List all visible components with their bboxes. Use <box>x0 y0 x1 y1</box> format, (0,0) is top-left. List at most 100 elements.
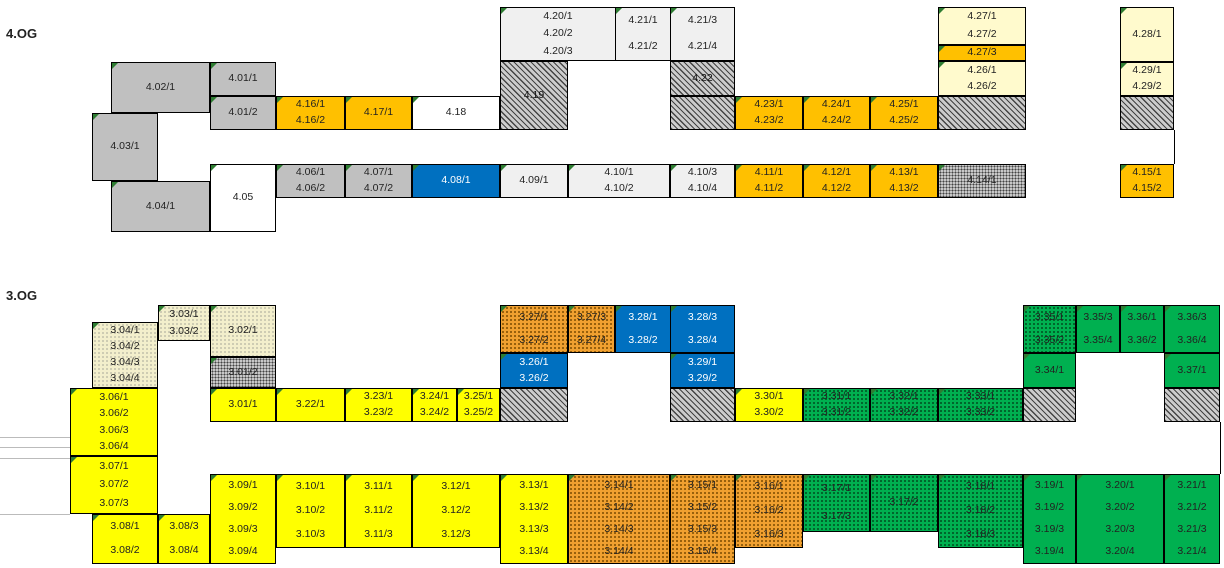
room-label: 3.19/4 <box>1034 545 1065 558</box>
room-label: 3.31/2 <box>821 406 852 419</box>
room-4-04: 4.04/1 <box>111 181 210 232</box>
room-label: 3.26/2 <box>519 372 549 385</box>
room-4-24: 4.24/1 4.24/2 <box>803 96 870 130</box>
room-4-16: 4.16/1 4.16/2 <box>276 96 345 130</box>
room-4-27-12: 4.27/1 4.27/2 <box>938 7 1026 45</box>
corner-marker-icon <box>211 389 217 395</box>
corner-marker-icon <box>501 354 507 360</box>
room-label: 3.14/3 <box>604 523 634 536</box>
room-label: 4.27/2 <box>967 28 997 41</box>
room-label: 3.25/2 <box>463 406 494 419</box>
hallway-line <box>0 514 70 515</box>
room-label: 4.17/1 <box>363 106 394 119</box>
room-label: 4.08/1 <box>441 174 471 187</box>
room-label: 3.13/2 <box>519 501 549 514</box>
room-label: 3.16/1 <box>754 480 784 493</box>
room-label: 3.18/3 <box>965 528 996 541</box>
corner-marker-icon <box>1024 354 1030 360</box>
room-3-25: 3.25/1 3.25/2 <box>457 388 500 422</box>
corner-marker-icon <box>569 165 575 171</box>
corner-marker-icon <box>1165 475 1171 481</box>
room-4-22: 4.22 <box>670 61 735 96</box>
stairwell-block <box>670 388 735 422</box>
hallway-line <box>0 437 70 438</box>
hallway-line <box>0 447 70 448</box>
room-label: 4.21/3 <box>687 14 718 27</box>
room-label: 4.29/1 <box>1132 64 1162 77</box>
room-label: 4.12/1 <box>821 166 852 179</box>
corner-marker-icon <box>1165 354 1171 360</box>
room-4-01-2: 4.01/2 <box>210 96 276 130</box>
room-label: 4.29/2 <box>1132 80 1162 93</box>
room-3-11: 3.11/1 3.11/2 3.11/3 <box>345 474 412 548</box>
room-label: 3.12/3 <box>441 528 471 541</box>
room-label: 3.25/1 <box>463 390 494 403</box>
room-3-35b: 3.35/3 3.35/4 <box>1076 305 1120 353</box>
corner-marker-icon <box>616 8 622 14</box>
room-3-31: 3.31/1 3.31/2 <box>803 388 870 422</box>
room-3-08a: 3.08/1 3.08/2 <box>92 514 158 564</box>
room-label: 3.35/3 <box>1083 310 1113 323</box>
room-4-11: 4.11/1 4.11/2 <box>735 164 803 198</box>
room-3-17a: 3.17/1 3.17/3 <box>803 474 870 532</box>
corner-marker-icon <box>211 475 217 481</box>
room-label: 3.06/2 <box>99 407 129 420</box>
room-3-33: 3.33/1 3.33/2 <box>938 388 1023 422</box>
room-label: 3.21/3 <box>1177 523 1207 536</box>
room-label: 3.09/2 <box>228 501 258 514</box>
room-label: 3.23/1 <box>363 390 394 403</box>
room-4-13: 4.13/1 4.13/2 <box>870 164 938 198</box>
room-3-08b: 3.08/3 3.08/4 <box>158 514 210 564</box>
room-label: 4.27/1 <box>967 10 997 23</box>
room-3-01-2: 3.01/2 <box>210 357 276 388</box>
room-label: 3.02/1 <box>228 324 258 337</box>
stairwell-block <box>670 96 735 130</box>
room-3-34: 3.34/1 <box>1023 353 1076 388</box>
corner-marker-icon <box>458 389 464 395</box>
corner-marker-icon <box>112 182 118 188</box>
room-label: 3.20/1 <box>1105 479 1135 492</box>
room-label: 4.23/1 <box>754 98 784 111</box>
room-label: 3.34/1 <box>1034 363 1065 376</box>
room-label: 3.28/4 <box>687 333 718 346</box>
corner-marker-icon <box>1077 306 1083 312</box>
corner-marker-icon <box>413 97 419 103</box>
room-label: 4.18 <box>445 106 467 119</box>
corridor-4og <box>158 130 1175 164</box>
room-label: 3.15/1 <box>687 479 718 492</box>
room-3-16: 3.16/1 3.16/2 3.16/3 <box>735 474 803 548</box>
room-label: 3.28/1 <box>628 310 658 323</box>
corner-marker-icon <box>671 8 677 14</box>
room-3-12: 3.12/1 3.12/2 3.12/3 <box>412 474 500 548</box>
corner-marker-icon <box>736 475 742 481</box>
room-label: 3.17/3 <box>821 510 852 523</box>
stairwell-block <box>1164 388 1220 422</box>
room-label: 3.26/1 <box>519 355 549 368</box>
room-3-28b: 3.28/3 3.28/4 <box>670 305 735 353</box>
room-3-02: 3.02/1 <box>210 305 276 357</box>
room-label: 3.11/3 <box>364 528 393 541</box>
corner-marker-icon <box>1121 165 1127 171</box>
room-label: 3.04/4 <box>110 372 140 385</box>
room-label: 3.09/1 <box>228 479 258 492</box>
corner-marker-icon <box>501 8 507 14</box>
room-label: 4.04/1 <box>145 199 176 212</box>
room-label: 3.30/2 <box>754 406 784 419</box>
corner-marker-icon <box>413 475 419 481</box>
room-label: 3.24/1 <box>419 390 450 403</box>
room-4-27-3: 4.27/3 <box>938 45 1026 61</box>
room-label: 4.24/1 <box>821 98 852 111</box>
room-label: 3.35/2 <box>1034 333 1065 346</box>
room-label: 4.15/2 <box>1132 182 1162 195</box>
corner-marker-icon <box>1077 475 1083 481</box>
room-label: 3.27/2 <box>519 333 549 346</box>
room-3-03: 3.03/1 3.03/2 <box>158 305 210 341</box>
corner-marker-icon <box>211 165 217 171</box>
room-4-21b: 4.21/3 4.21/4 <box>670 7 735 61</box>
corner-marker-icon <box>1024 306 1030 312</box>
corner-marker-icon <box>211 97 217 103</box>
corner-marker-icon <box>871 97 877 103</box>
room-label: 4.12/2 <box>821 182 852 195</box>
room-label: 3.15/2 <box>687 501 718 514</box>
corner-marker-icon <box>939 46 945 52</box>
